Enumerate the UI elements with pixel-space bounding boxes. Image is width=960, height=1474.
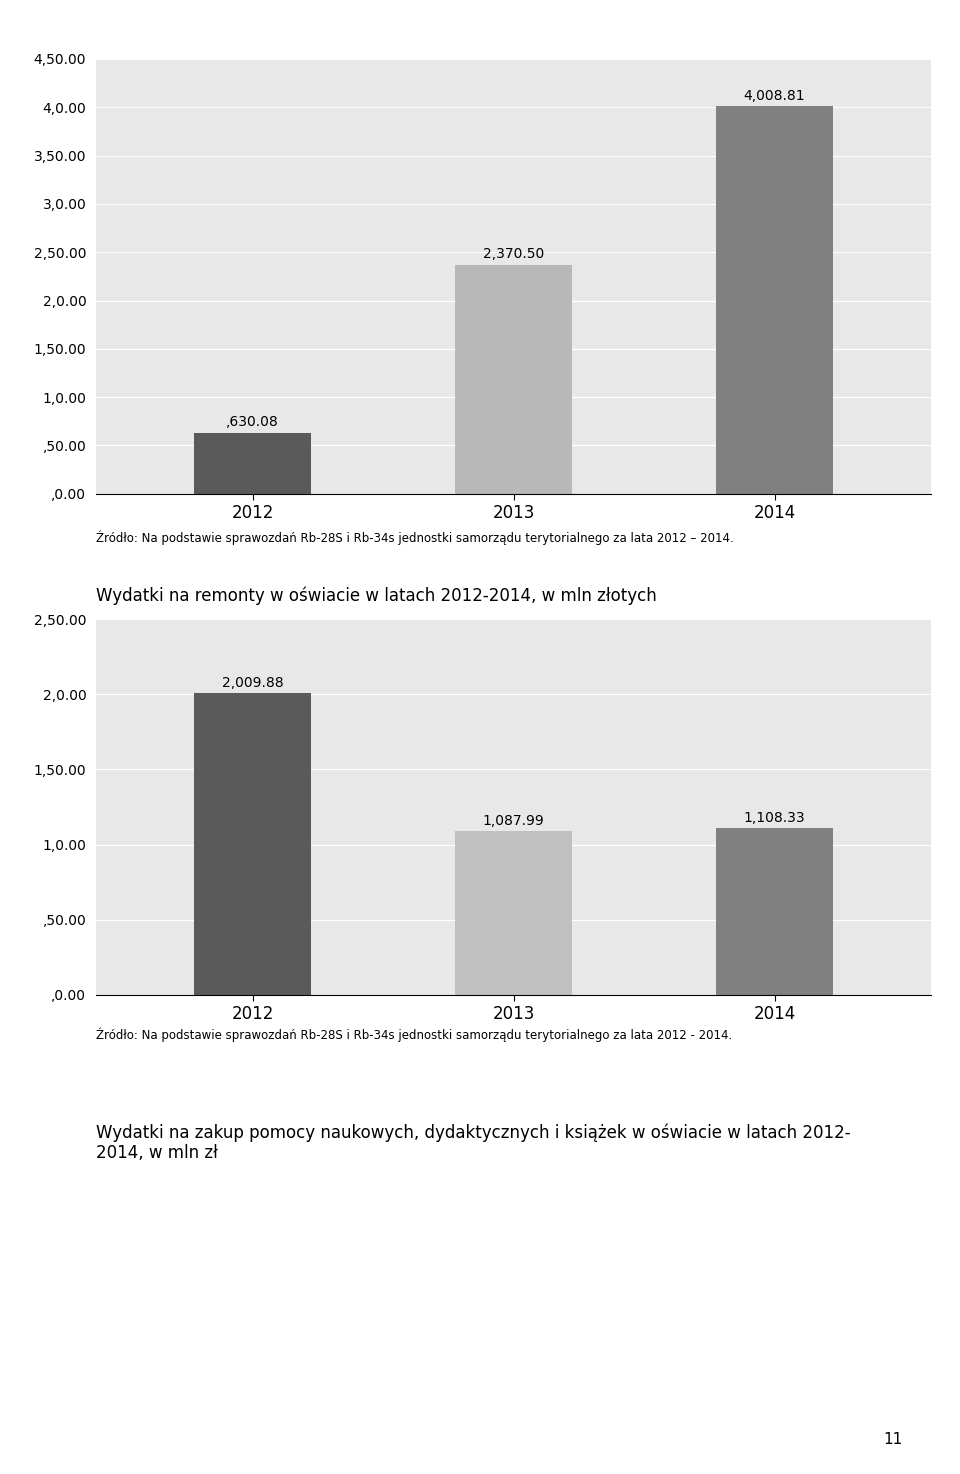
- Text: Źródło: Na podstawie sprawozdań Rb-28S i Rb-34s jednostki samorządu terytorialne: Źródło: Na podstawie sprawozdań Rb-28S i…: [96, 531, 733, 545]
- Bar: [455, 265, 572, 494]
- Text: 4,008.81: 4,008.81: [744, 88, 805, 103]
- Text: 2,370.50: 2,370.50: [483, 246, 544, 261]
- Text: Wydatki na zakup pomocy naukowych, dydaktycznych i książek w oświacie w latach 2: Wydatki na zakup pomocy naukowych, dydak…: [96, 1123, 851, 1163]
- Text: 1,087.99: 1,087.99: [483, 814, 544, 828]
- Bar: [716, 828, 833, 995]
- Bar: [716, 106, 833, 494]
- Text: Wydatki na remonty w oświacie w latach 2012-2014, w mln złotych: Wydatki na remonty w oświacie w latach 2…: [96, 587, 657, 606]
- Text: 2,009.88: 2,009.88: [222, 675, 283, 690]
- Text: Źródło: Na podstawie sprawozdań Rb-28S i Rb-34s jednostki samorządu terytorialne: Źródło: Na podstawie sprawozdań Rb-28S i…: [96, 1027, 732, 1042]
- Text: ,630.08: ,630.08: [227, 416, 279, 429]
- Bar: [194, 693, 311, 995]
- Bar: [194, 433, 311, 494]
- Text: 1,108.33: 1,108.33: [744, 811, 805, 825]
- Text: 11: 11: [883, 1433, 902, 1447]
- Bar: [455, 831, 572, 995]
